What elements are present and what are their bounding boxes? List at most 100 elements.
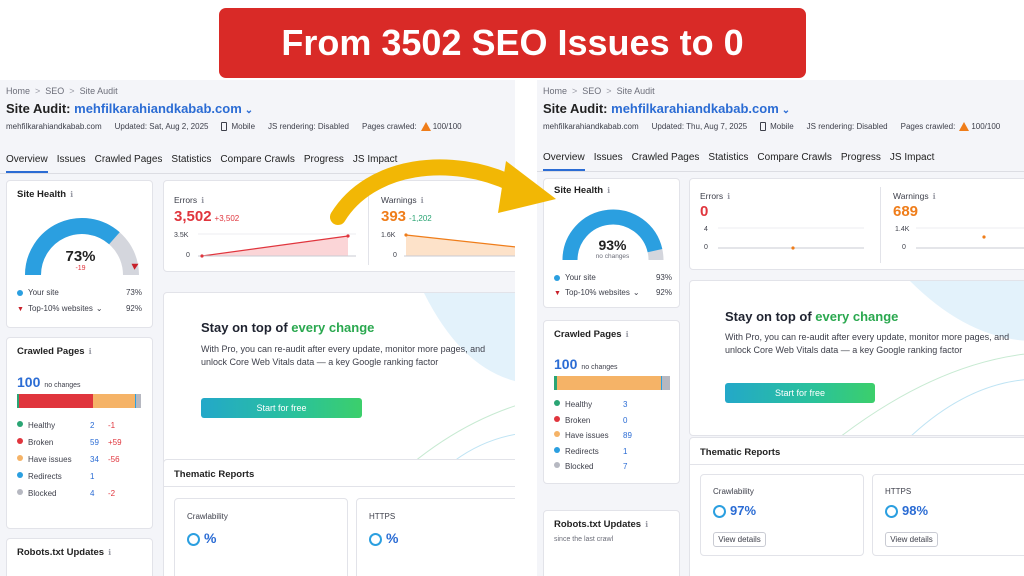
- site-health-title: Site Health ℹ: [17, 189, 74, 200]
- crawled-row-healthy[interactable]: Healthy 3: [554, 400, 672, 409]
- https-report[interactable]: HTTPS %: [356, 498, 515, 576]
- pages-crawled-value: 100/100: [432, 122, 462, 131]
- tab-js-impact[interactable]: JS Impact: [889, 152, 935, 163]
- https-report[interactable]: HTTPS 98% View details: [872, 474, 1024, 556]
- thematic-divider: [164, 486, 515, 487]
- info-icon[interactable]: ℹ: [420, 196, 424, 205]
- crawlability-report[interactable]: Crawlability 97% View details: [700, 474, 864, 556]
- crawled-row-label: Have issues: [565, 431, 609, 440]
- crawled-row-have-issues[interactable]: Have issues 89: [554, 431, 672, 440]
- crawled-row-broken[interactable]: Broken 0: [554, 415, 672, 425]
- crawled-row-blocked[interactable]: Blocked 4 -2: [17, 489, 142, 498]
- crawled-total-note: no changes: [581, 364, 618, 371]
- crawled-row-value: 1: [623, 446, 628, 456]
- promo-heading: Stay on top of every change: [201, 320, 375, 335]
- crawled-row-broken[interactable]: Broken 59 +59: [17, 438, 142, 447]
- errors-kpi[interactable]: 3,502 +3,502: [174, 208, 239, 226]
- tab-statistics[interactable]: Statistics: [171, 154, 212, 165]
- breadcrumb-home[interactable]: Home: [6, 86, 31, 96]
- breadcrumb-seo[interactable]: SEO: [45, 86, 65, 96]
- bar-segment-healthy[interactable]: [554, 376, 558, 390]
- crawled-row-value: 1: [90, 472, 95, 481]
- tab-progress[interactable]: Progress: [840, 152, 881, 163]
- crawlability-score: 97%: [713, 503, 756, 519]
- meta-js-rendering: JS rendering: Disabled: [268, 122, 349, 131]
- your-site-row: Your site 73%: [17, 288, 142, 297]
- info-icon[interactable]: ℹ: [607, 186, 611, 195]
- meta-device: Mobile: [221, 122, 255, 131]
- bar-segment-have-issues[interactable]: [92, 394, 135, 408]
- status-dot: [554, 400, 560, 406]
- tab-progress[interactable]: Progress: [303, 154, 344, 165]
- top10-row[interactable]: ▼ Top-10% websites ⌄ 92%: [554, 288, 672, 297]
- info-icon[interactable]: ℹ: [201, 196, 205, 205]
- crawled-row-label: Healthy: [28, 421, 56, 430]
- thematic-reports-title: Thematic Reports: [700, 447, 781, 458]
- crawled-pages-total[interactable]: 100 no changes: [554, 356, 618, 374]
- info-icon[interactable]: ℹ: [932, 192, 936, 201]
- start-for-free-button[interactable]: Start for free: [725, 383, 875, 403]
- errors-axis-top: 4: [704, 226, 708, 233]
- tab-compare-crawls[interactable]: Compare Crawls: [220, 154, 295, 165]
- kpi-divider: [368, 189, 369, 265]
- crawled-row-label: Broken: [28, 438, 54, 447]
- your-site-value: 73%: [125, 288, 142, 297]
- domain-selector[interactable]: mehfilkarahiandkabab.com ⌄: [74, 101, 253, 116]
- warnings-kpi[interactable]: 689: [893, 203, 918, 221]
- start-for-free-button[interactable]: Start for free: [201, 398, 362, 418]
- info-icon[interactable]: ℹ: [70, 190, 74, 199]
- tab-overview[interactable]: Overview: [6, 154, 48, 173]
- thematic-reports-title: Thematic Reports: [174, 469, 255, 480]
- errors-kpi[interactable]: 0: [700, 203, 708, 221]
- crawled-row-delta: -56: [108, 455, 120, 464]
- bar-segment-healthy[interactable]: [17, 394, 20, 408]
- tab-crawled-pages[interactable]: Crawled Pages: [631, 152, 700, 163]
- errors-warnings-card: Errors ℹ 3,502 +3,502 3.5K 0 Warnings ℹ 393…: [163, 180, 515, 272]
- domain-selector[interactable]: mehfilkarahiandkabab.com ⌄: [611, 101, 790, 116]
- crawled-row-have-issues[interactable]: Have issues 34 -56: [17, 455, 142, 464]
- bar-segment-redirects[interactable]: [134, 394, 137, 408]
- bar-segment-have-issues[interactable]: [557, 376, 661, 390]
- tab-issues[interactable]: Issues: [593, 152, 623, 163]
- progress-ring-icon: [187, 532, 200, 546]
- bar-segment-broken[interactable]: [19, 394, 93, 408]
- bar-segment-blocked[interactable]: [661, 376, 670, 390]
- site-health-score: 93%: [598, 237, 627, 253]
- top10-value: 92%: [125, 304, 142, 313]
- crawled-row-blocked[interactable]: Blocked 7: [554, 462, 672, 471]
- view-details-button[interactable]: View details: [885, 532, 938, 547]
- device-label: Mobile: [770, 122, 794, 131]
- crawled-row-redirects[interactable]: Redirects 1: [17, 472, 142, 481]
- breadcrumb: Home > SEO > Site Audit: [543, 86, 655, 96]
- crawled-row-redirects[interactable]: Redirects 1: [554, 446, 672, 456]
- meta-site: mehfilkarahiandkabab.com: [543, 122, 639, 131]
- info-icon[interactable]: ℹ: [88, 347, 92, 356]
- bar-segment-blocked[interactable]: [136, 394, 141, 408]
- tab-statistics[interactable]: Statistics: [708, 152, 749, 163]
- info-icon[interactable]: ℹ: [625, 330, 629, 339]
- crawled-row-healthy[interactable]: Healthy 2 -1: [17, 421, 142, 430]
- breadcrumb-seo[interactable]: SEO: [582, 86, 602, 96]
- meta-updated: Updated: Thu, Aug 7, 2025: [651, 122, 748, 131]
- tab-crawled-pages[interactable]: Crawled Pages: [94, 154, 163, 165]
- info-icon[interactable]: ℹ: [645, 520, 649, 529]
- crawled-pages-total[interactable]: 100 no changes: [17, 374, 81, 392]
- top10-row[interactable]: ▼ Top-10% websites ⌄ 92%: [17, 304, 142, 313]
- tab-compare-crawls[interactable]: Compare Crawls: [757, 152, 832, 163]
- warnings-kpi[interactable]: 393 -1,202: [381, 208, 432, 226]
- bar-segment-redirects[interactable]: [660, 376, 662, 390]
- crawled-row-value: 0: [623, 415, 628, 425]
- crawlability-report[interactable]: Crawlability %: [174, 498, 348, 576]
- info-icon[interactable]: ℹ: [108, 548, 112, 557]
- tab-issues[interactable]: Issues: [56, 154, 86, 165]
- info-icon[interactable]: ℹ: [727, 192, 731, 201]
- breadcrumb-home[interactable]: Home: [543, 86, 568, 96]
- site-health-gauge: [562, 209, 664, 261]
- promo-body: With Pro, you can re-audit after every u…: [725, 332, 1010, 355]
- view-details-button[interactable]: View details: [713, 532, 766, 547]
- crawled-row-value: 59: [90, 438, 99, 447]
- warnings-value: 689: [893, 203, 919, 220]
- tab-js-impact[interactable]: JS Impact: [352, 154, 398, 165]
- tab-overview[interactable]: Overview: [543, 152, 585, 171]
- triangle-marker-icon: ▼: [554, 290, 561, 297]
